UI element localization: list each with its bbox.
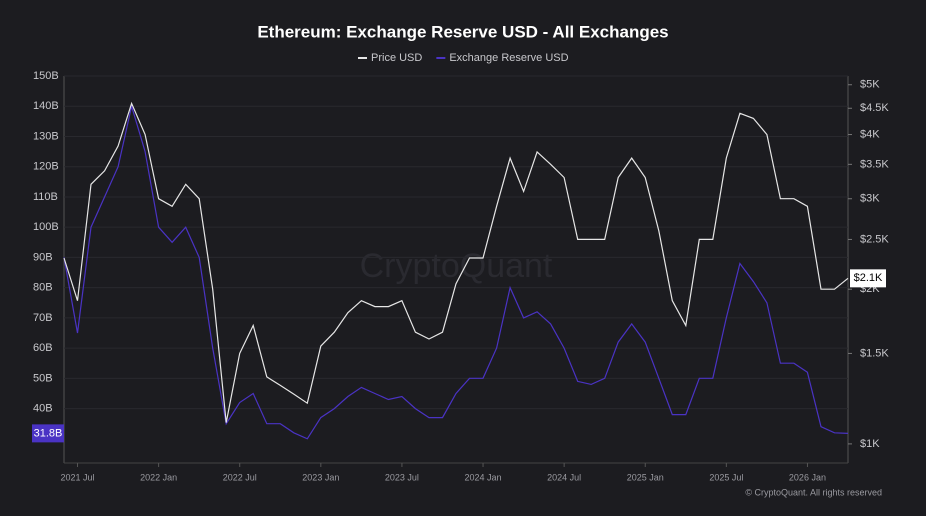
y-tick-label: 130B	[33, 130, 59, 142]
x-tick-label: 2026 Jan	[789, 472, 826, 482]
x-tick-label: 2021 Jul	[61, 472, 95, 482]
y-tick-label: 120B	[33, 161, 59, 173]
last-value-label: $2.1K	[850, 269, 886, 288]
y2-tick-label: $3.5K	[860, 158, 889, 170]
y-tick-label: 50B	[33, 372, 53, 384]
watermark: CryptoQuant	[360, 247, 553, 285]
x-tick-label: 2024 Jul	[547, 472, 581, 482]
last-value-text: 31.8B	[34, 427, 63, 439]
y2-tick-label: $1.5K	[860, 347, 889, 359]
x-tick-label: 2025 Jan	[627, 472, 664, 482]
copyright: © CryptoQuant. All rights reserved	[745, 487, 882, 497]
y-tick-label: 110B	[33, 191, 58, 203]
y2-tick-label: $3K	[860, 193, 880, 205]
y-tick-label: 70B	[33, 312, 53, 324]
y-tick-label: 100B	[33, 221, 59, 233]
last-value-box	[32, 424, 64, 443]
series-line	[63, 101, 849, 423]
x-tick-label: 2022 Jul	[223, 472, 257, 482]
y2-tick-label: $1K	[860, 438, 880, 450]
y-tick-label: 60B	[33, 342, 53, 354]
x-tick-label: 2025 Jul	[709, 472, 743, 482]
last-value-text: $2.1K	[854, 272, 883, 284]
legend-label: Price USD	[371, 52, 422, 64]
series-line	[63, 103, 849, 440]
x-tick-label: 2022 Jan	[140, 472, 177, 482]
y2-tick-label: $5K	[860, 79, 880, 91]
y2-tick-label: $4.5K	[860, 102, 889, 114]
y-tick-label: 80B	[33, 282, 53, 294]
last-value-box	[850, 269, 886, 288]
y-tick-label: 90B	[33, 251, 53, 263]
y-tick-label: 40B	[33, 402, 53, 414]
x-tick-label: 2023 Jul	[385, 472, 419, 482]
last-value-label: 31.8B	[32, 424, 64, 443]
y-tick-label: 140B	[33, 100, 59, 112]
x-tick-label: 2024 Jan	[465, 472, 502, 482]
chart-title: Ethereum: Exchange Reserve USD - All Exc…	[257, 22, 668, 41]
y2-tick-label: $2.5K	[860, 233, 889, 245]
y2-tick-label: $4K	[860, 128, 880, 140]
legend-label: Exchange Reserve USD	[449, 52, 568, 64]
x-tick-label: 2023 Jan	[302, 472, 339, 482]
y-tick-label: 150B	[33, 70, 59, 82]
